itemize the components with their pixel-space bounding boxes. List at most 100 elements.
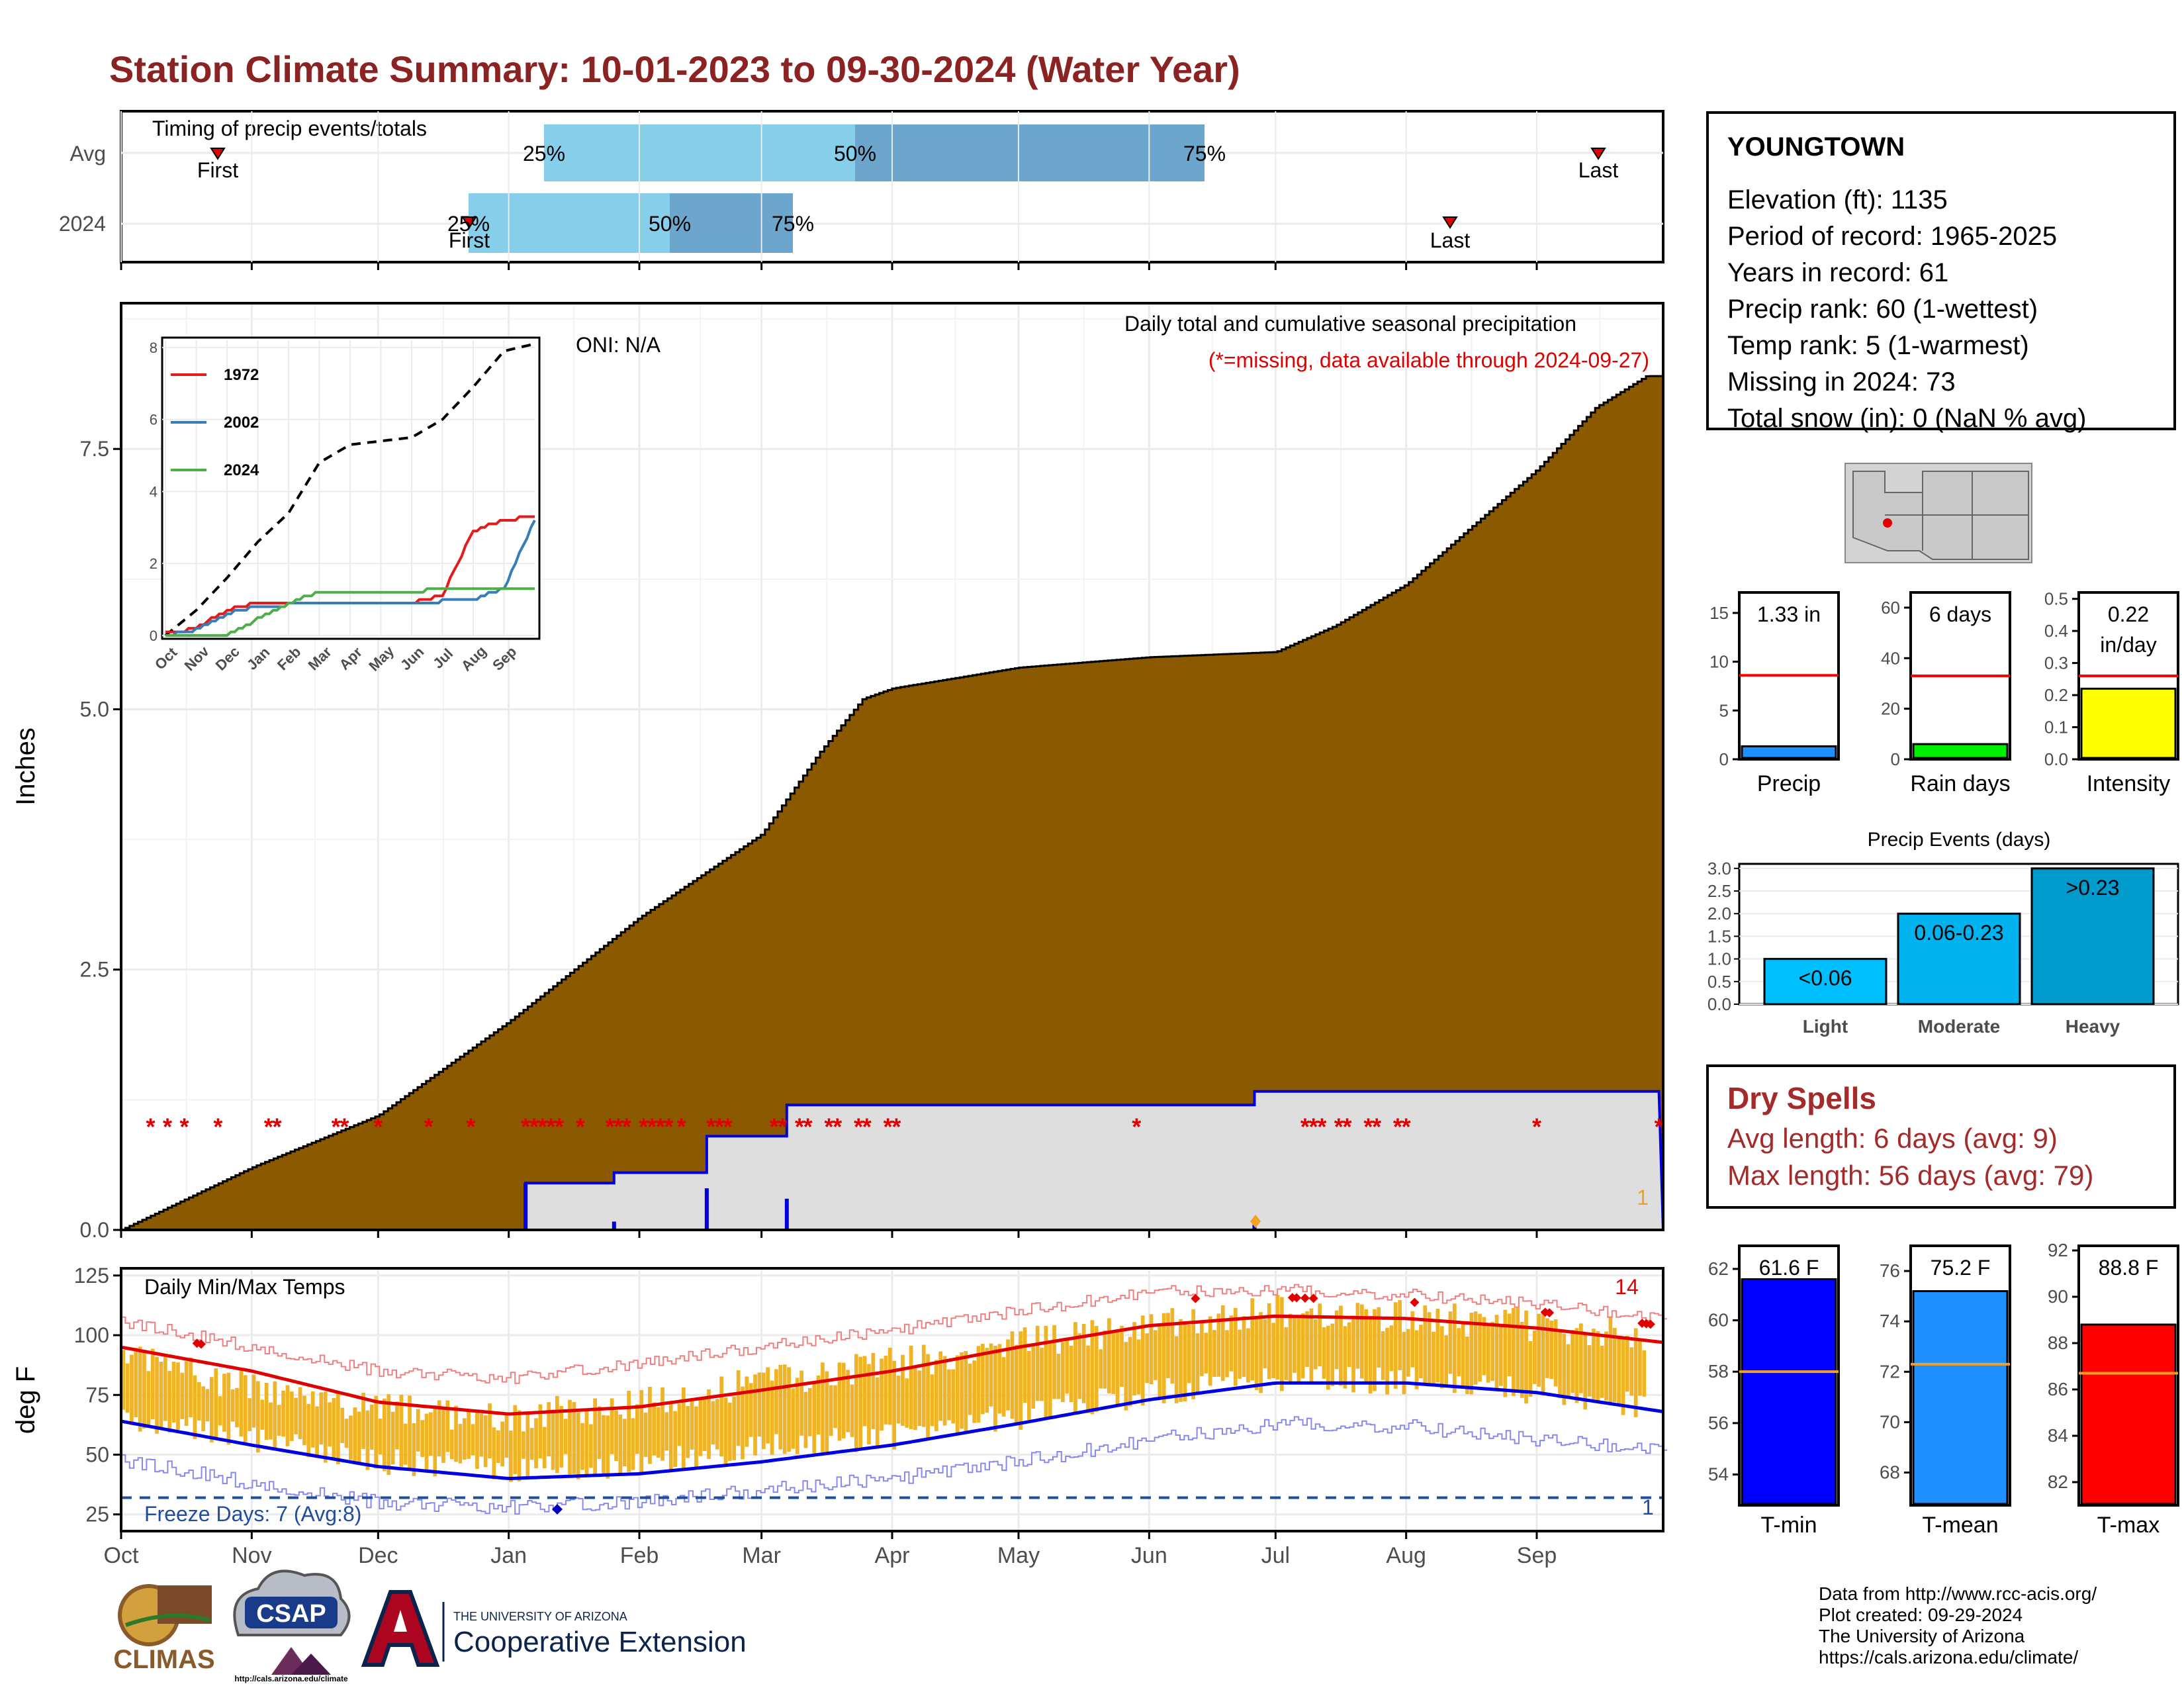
daily-temp-bar [1174, 1336, 1179, 1403]
missing-marker: * [833, 1113, 842, 1141]
daily-temp-bar [602, 1415, 606, 1474]
station-precip-rank: Precip rank: 60 (1-wettest) [1727, 295, 2038, 324]
daily-temp-bar [1136, 1339, 1141, 1395]
tmean-bar-panel-tick-label: 70 [1880, 1411, 1900, 1432]
missing-marker: * [1372, 1113, 1381, 1141]
missing-marker: * [340, 1113, 349, 1141]
daily-temp-bar [125, 1363, 130, 1413]
daily-temp-bar [1373, 1309, 1377, 1391]
tmin-bar-panel-tick-label: 56 [1708, 1413, 1729, 1433]
timing-row-2024: 2024 [59, 212, 106, 236]
daily-temp-bar [1090, 1320, 1095, 1415]
snow-count: 1 [1637, 1186, 1649, 1209]
tmax-bar-panel-tick-label: 92 [2048, 1240, 2068, 1260]
daily-temp-bar [1364, 1309, 1368, 1382]
daily-temp-bar [1469, 1313, 1474, 1395]
events-category: Heavy [2066, 1016, 2120, 1037]
daily-temp-bar [256, 1381, 260, 1453]
daily-temp-bar [816, 1375, 821, 1435]
daily-temp-bar [273, 1381, 277, 1451]
missing-marker: * [605, 1113, 614, 1141]
daily-temp-bar [917, 1370, 922, 1427]
daily-temp-bar [488, 1403, 492, 1458]
daily-temp-bar [1490, 1321, 1494, 1382]
daily-temp-bar [1035, 1325, 1040, 1401]
daily-temp-bar [833, 1385, 837, 1429]
daily-temp-bar [803, 1391, 808, 1448]
climas-logo: CLIMAS [113, 1584, 215, 1674]
precip-bar-panel-tick-label: 10 [1709, 652, 1729, 672]
credit-url: https://cals.arizona.edu/climate/ [1819, 1647, 2079, 1667]
record-high-marker [1410, 1297, 1420, 1307]
missing-marker: * [770, 1113, 779, 1141]
y2024-bar-50-75 [670, 193, 793, 253]
daily-temp-bar [1318, 1303, 1322, 1367]
month-label: Nov [232, 1543, 271, 1568]
daily-temp-bar [1326, 1325, 1330, 1390]
daily-temp-bar [580, 1423, 584, 1470]
timing-row-avg: Avg [69, 142, 106, 165]
daily-temp-bar [1280, 1297, 1284, 1391]
ua-small-text: THE UNIVERSITY OF ARIZONA [453, 1610, 627, 1623]
tmean-bar-panel-tick-label: 68 [1880, 1462, 1900, 1483]
daily-temp-bar [1393, 1302, 1398, 1389]
daily-temp-bar [1099, 1349, 1103, 1389]
daily-temp-bar [1389, 1325, 1394, 1372]
daily-temp-bar [972, 1360, 976, 1423]
daily-temp-bar [513, 1405, 518, 1474]
daily-temp-bar [1293, 1317, 1297, 1373]
intensity-bar-panel-tick-label: 0.0 [2044, 749, 2068, 769]
intensity-bar-panel: 0.0 0.1 0.2 0.3 0.4 0.5 0.22 in/day Intensity [2044, 589, 2179, 796]
tmax-bar-panel-tick-label: 84 [2048, 1425, 2068, 1446]
daily-temp-bar [1259, 1312, 1263, 1393]
events-tick-label: 3.0 [1707, 859, 1731, 878]
daily-temp-bar [791, 1388, 796, 1449]
csap-text: CSAP [256, 1600, 326, 1628]
daily-temp-bar [698, 1397, 703, 1456]
month-label: Jun [1131, 1543, 1167, 1568]
daily-temp-bar [1347, 1322, 1351, 1368]
daily-temp-bar [1263, 1319, 1267, 1368]
precip-ytick-label: 7.5 [80, 437, 109, 461]
daily-temp-bar [1423, 1305, 1428, 1384]
missing-marker: * [146, 1113, 156, 1141]
daily-temp-bar [1300, 1313, 1305, 1379]
events-category: Light [1803, 1016, 1848, 1037]
missing-marker: * [213, 1113, 222, 1141]
daily-temp-bar [1149, 1314, 1154, 1384]
daily-temp-bar [1187, 1325, 1191, 1383]
tmin-bar-panel-label: T-min [1761, 1513, 1817, 1538]
daily-temp-bar [1103, 1330, 1107, 1389]
tmin-bar-panel-tick-label: 60 [1708, 1310, 1729, 1331]
tmin-bar-panel-value: 61.6 F [1759, 1256, 1819, 1280]
daily-temp-bar [1566, 1344, 1570, 1398]
daily-temp-bar [1234, 1307, 1238, 1386]
missing-marker: * [1532, 1113, 1541, 1141]
intensity-bar-panel-tick-label: 0.5 [2044, 589, 2068, 609]
daily-temp-bar [1334, 1310, 1339, 1370]
record-high-marker [1300, 1293, 1310, 1303]
cumulative-avg-area [121, 375, 1664, 1231]
daily-temp-bar [648, 1387, 652, 1464]
missing-marker: * [373, 1113, 383, 1141]
daily-temp-bar [1288, 1313, 1293, 1383]
daily-temp-bar [429, 1412, 433, 1456]
missing-marker: * [656, 1113, 665, 1141]
daily-temp-bar [1343, 1326, 1347, 1389]
daily-temp-bar [509, 1430, 513, 1482]
station-missing: Missing in 2024: 73 [1727, 367, 1956, 397]
events-tick-label: 0.0 [1707, 994, 1731, 1014]
daily-temp-bar [1250, 1298, 1255, 1381]
missing-marker: * [647, 1113, 657, 1141]
daily-temp-bar [1170, 1308, 1175, 1384]
daily-temp-bar [189, 1357, 193, 1417]
daily-temp-bar [340, 1407, 345, 1443]
daily-temp-bar [664, 1412, 669, 1451]
daily-temp-bar [416, 1409, 420, 1452]
precip-ytick-label: 5.0 [80, 697, 109, 721]
station-elevation: Elevation (ft): 1135 [1727, 185, 1948, 214]
daily-temp-bar [652, 1402, 657, 1456]
daily-temp-bar [1629, 1347, 1634, 1396]
daily-temp-bar [277, 1405, 281, 1436]
daily-temp-bar [668, 1402, 673, 1470]
